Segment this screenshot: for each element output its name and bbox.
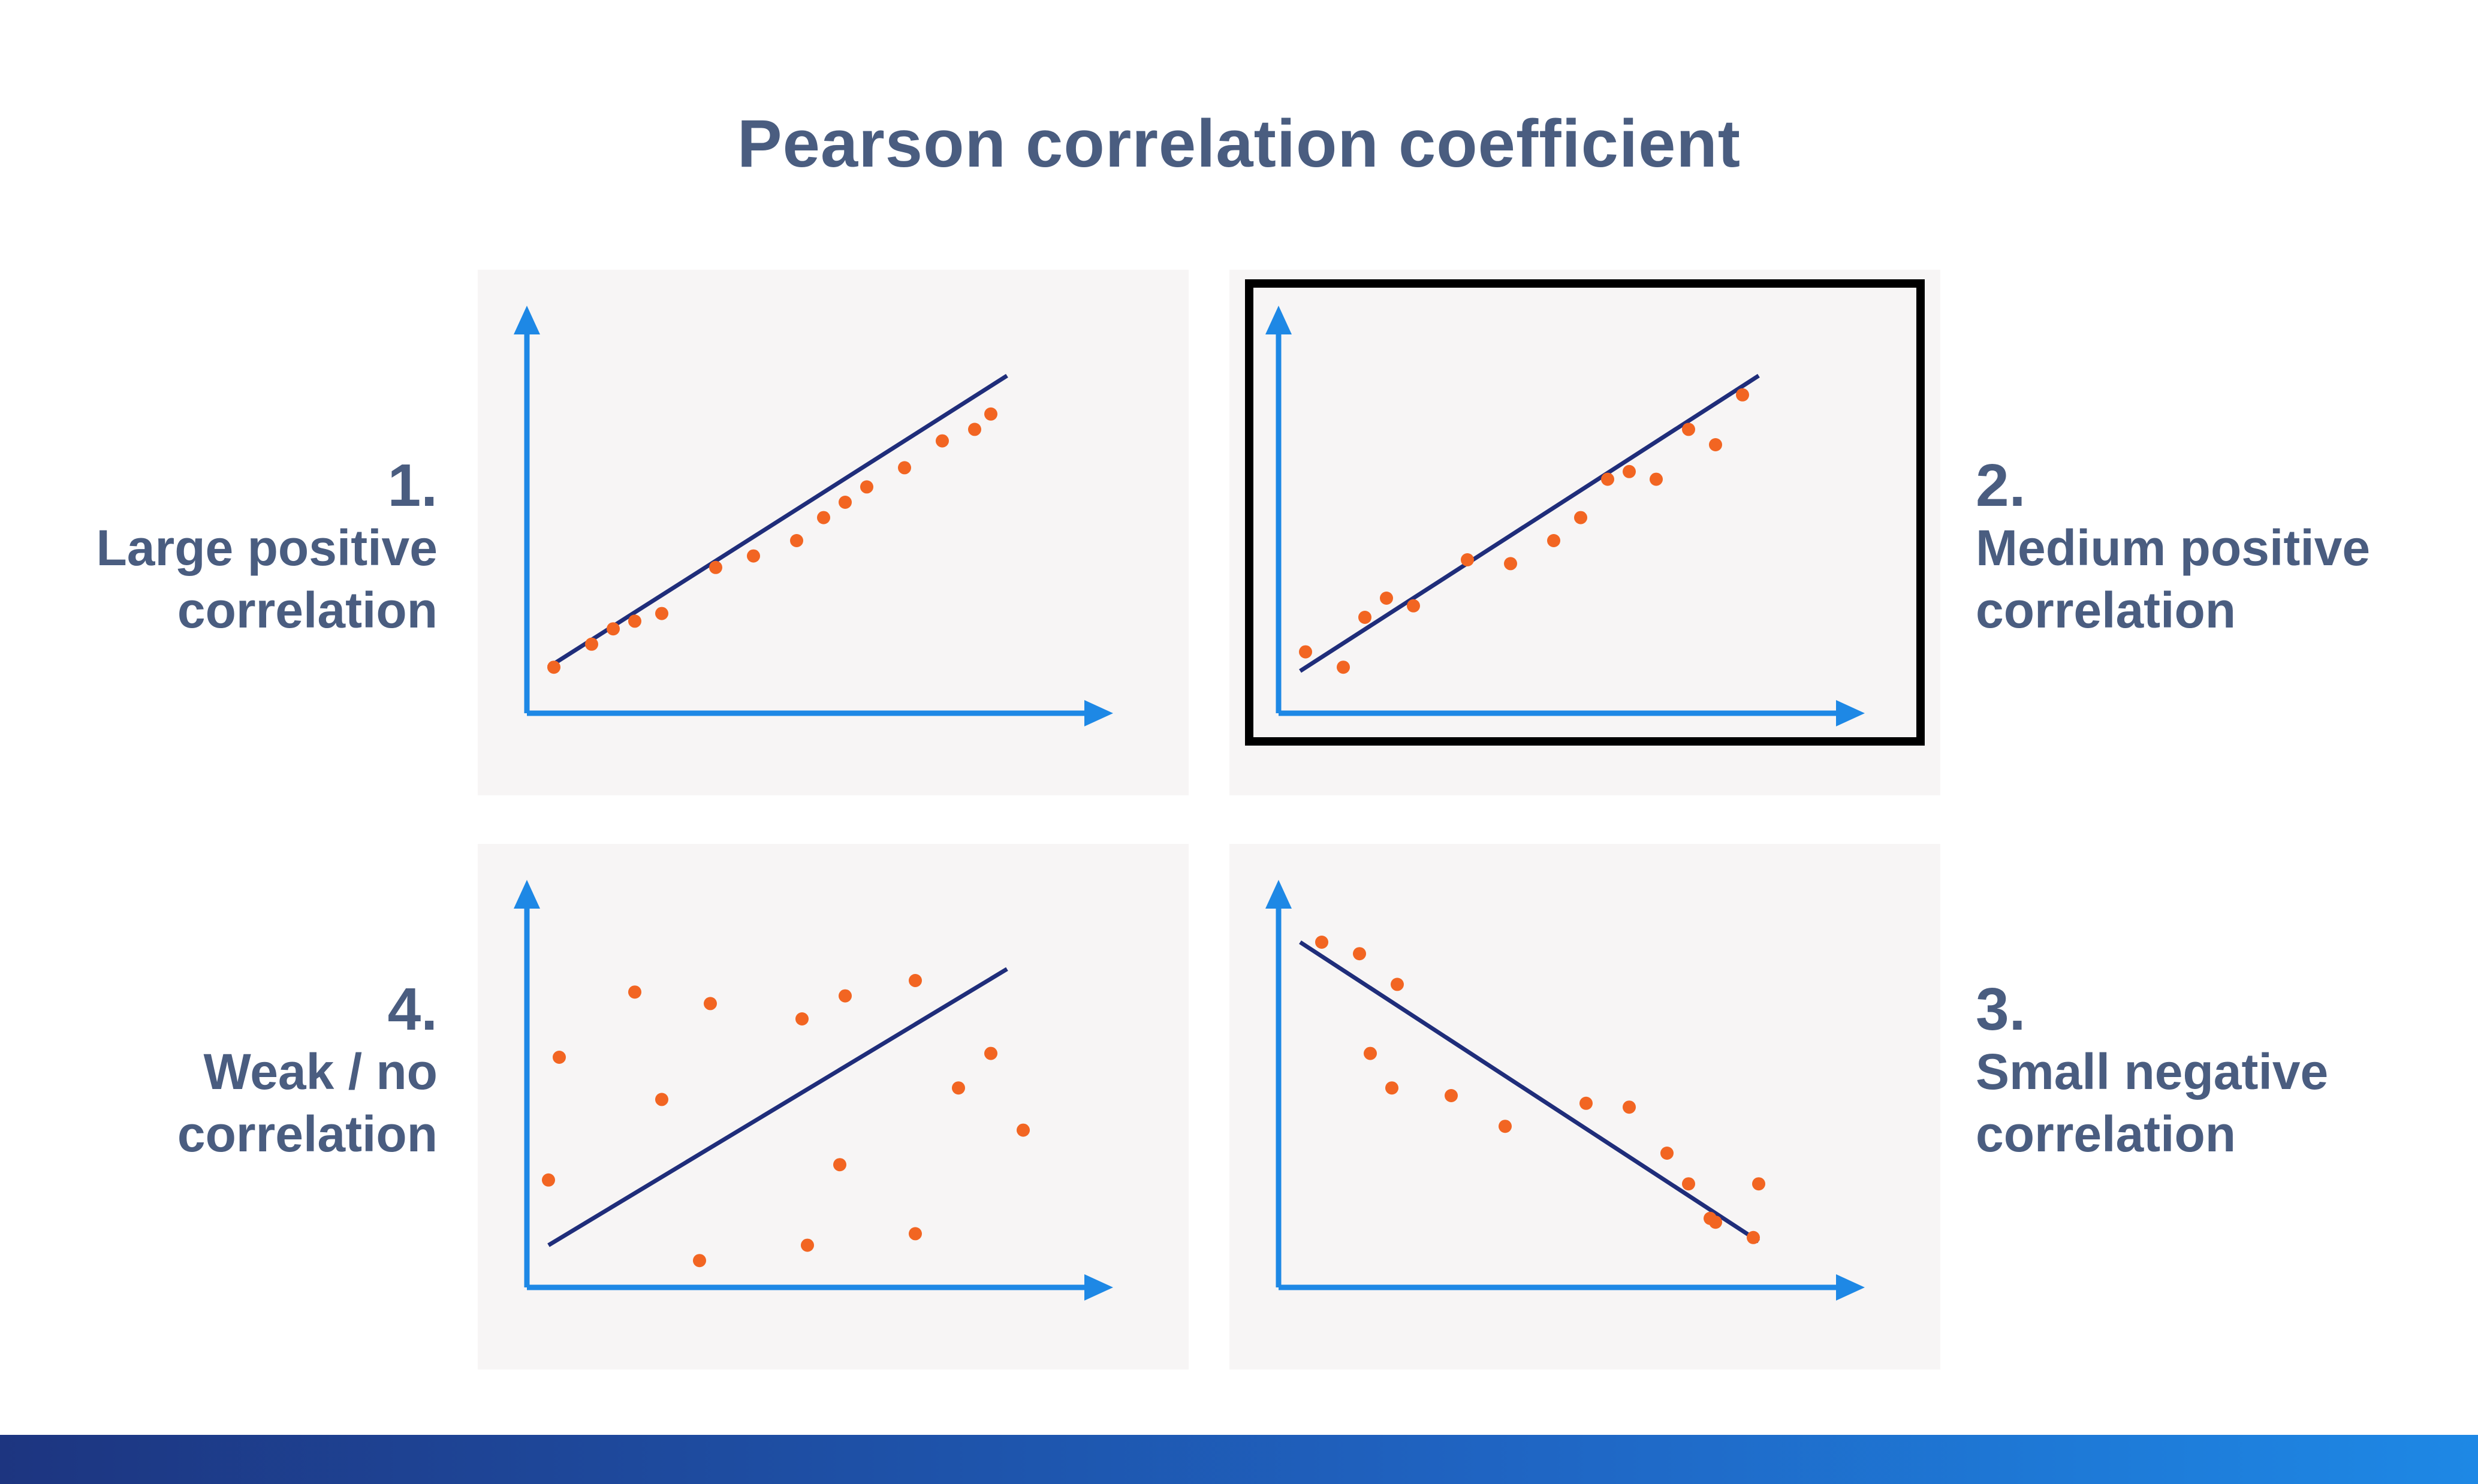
trend-line <box>1299 940 1760 1244</box>
trend-line <box>547 373 1008 669</box>
data-point <box>1752 1177 1765 1191</box>
caption-label-line2: correlation <box>177 582 438 638</box>
trend-line <box>1299 373 1760 673</box>
data-point <box>1364 1046 1377 1060</box>
x-axis-arrow <box>1084 700 1113 726</box>
data-point <box>898 461 911 475</box>
data-point <box>1315 936 1328 949</box>
data-point <box>704 997 717 1011</box>
caption-large-positive: 1. Large positive correlation <box>0 454 438 641</box>
chart-panel-medium-positive <box>1229 270 1940 795</box>
data-point <box>1660 1147 1674 1160</box>
x-axis-arrow <box>1084 1274 1113 1301</box>
data-point <box>1461 553 1474 566</box>
data-point <box>553 1051 566 1064</box>
data-point <box>1623 1100 1636 1114</box>
scatter-chart-large-positive <box>514 306 1113 726</box>
data-point <box>1445 1089 1458 1102</box>
data-point <box>542 1173 555 1187</box>
data-point <box>1299 645 1312 659</box>
data-point <box>1380 592 1393 605</box>
caption-small-negative: 3. Small negative correlation <box>1976 978 2431 1165</box>
chart-panel-small-negative <box>1229 844 1940 1370</box>
data-point <box>839 989 852 1003</box>
x-axis-arrow <box>1836 700 1865 726</box>
caption-number: 4. <box>387 976 438 1043</box>
data-point <box>1574 511 1587 524</box>
selection-border <box>1245 279 1925 746</box>
data-point <box>1650 472 1663 486</box>
data-point <box>1623 464 1636 478</box>
data-point <box>709 560 722 574</box>
trend-line <box>547 967 1008 1247</box>
caption-label-line2: correlation <box>1976 1106 2236 1162</box>
caption-label-line1: Small negative <box>1976 1043 2329 1100</box>
caption-number: 1. <box>387 452 438 519</box>
y-axis-arrow <box>514 306 540 334</box>
scatter-chart-weak-no <box>514 880 1113 1301</box>
data-point <box>1736 388 1749 402</box>
data-point <box>1504 557 1517 571</box>
data-point <box>795 1012 809 1025</box>
data-point <box>833 1158 846 1172</box>
data-point <box>607 622 620 636</box>
data-point <box>909 974 922 987</box>
data-point <box>547 660 560 674</box>
data-point <box>1353 947 1366 961</box>
data-point <box>817 511 830 524</box>
data-point <box>984 1046 997 1060</box>
data-point <box>968 423 981 436</box>
chart-panel-large-positive <box>478 270 1189 795</box>
caption-label-line1: Medium positive <box>1976 520 2371 576</box>
data-point <box>909 1227 922 1241</box>
caption-weak-no: 4. Weak / no correlation <box>0 978 438 1165</box>
data-point <box>936 434 949 448</box>
x-axis-arrow <box>1836 1274 1865 1301</box>
data-point <box>801 1238 814 1252</box>
chart-panel-weak-no <box>478 844 1189 1370</box>
data-point <box>1747 1230 1760 1244</box>
caption-medium-positive: 2. Medium positive correlation <box>1976 454 2431 641</box>
data-point <box>693 1254 706 1268</box>
data-point <box>655 607 668 620</box>
data-point <box>1017 1123 1030 1137</box>
data-point <box>1385 1081 1398 1095</box>
data-point <box>984 407 997 421</box>
data-point <box>952 1081 965 1095</box>
data-point <box>860 480 873 494</box>
caption-label-line2: correlation <box>177 1106 438 1162</box>
footer-gradient-bar <box>0 1435 2478 1484</box>
data-point <box>1682 1177 1695 1191</box>
caption-label-line1: Weak / no <box>203 1043 438 1100</box>
data-point <box>1601 472 1614 486</box>
data-point <box>655 1093 668 1106</box>
data-point <box>1391 978 1404 991</box>
data-point <box>1358 611 1371 624</box>
data-point <box>1337 660 1350 674</box>
data-point <box>747 549 760 563</box>
page-title: Pearson correlation coefficient <box>737 106 1741 181</box>
data-point <box>1709 438 1722 451</box>
caption-label-line2: correlation <box>1976 582 2236 638</box>
data-point <box>1407 599 1420 613</box>
data-point <box>1499 1120 1512 1133</box>
caption-label-line1: Large positive <box>96 520 438 576</box>
y-axis-arrow <box>514 880 540 909</box>
y-axis-arrow <box>1265 306 1292 334</box>
scatter-chart-medium-positive <box>1245 279 1925 746</box>
data-point <box>1579 1096 1593 1110</box>
data-point <box>628 614 641 628</box>
scatter-chart-small-negative <box>1265 880 1865 1301</box>
data-point <box>839 496 852 509</box>
data-point <box>628 985 641 999</box>
caption-number: 3. <box>1976 976 2026 1043</box>
data-point <box>585 637 598 651</box>
data-point <box>1709 1215 1722 1229</box>
caption-number: 2. <box>1976 452 2026 519</box>
data-point <box>1547 534 1560 547</box>
data-point <box>1682 423 1695 436</box>
data-point <box>790 534 803 547</box>
y-axis-arrow <box>1265 880 1292 909</box>
